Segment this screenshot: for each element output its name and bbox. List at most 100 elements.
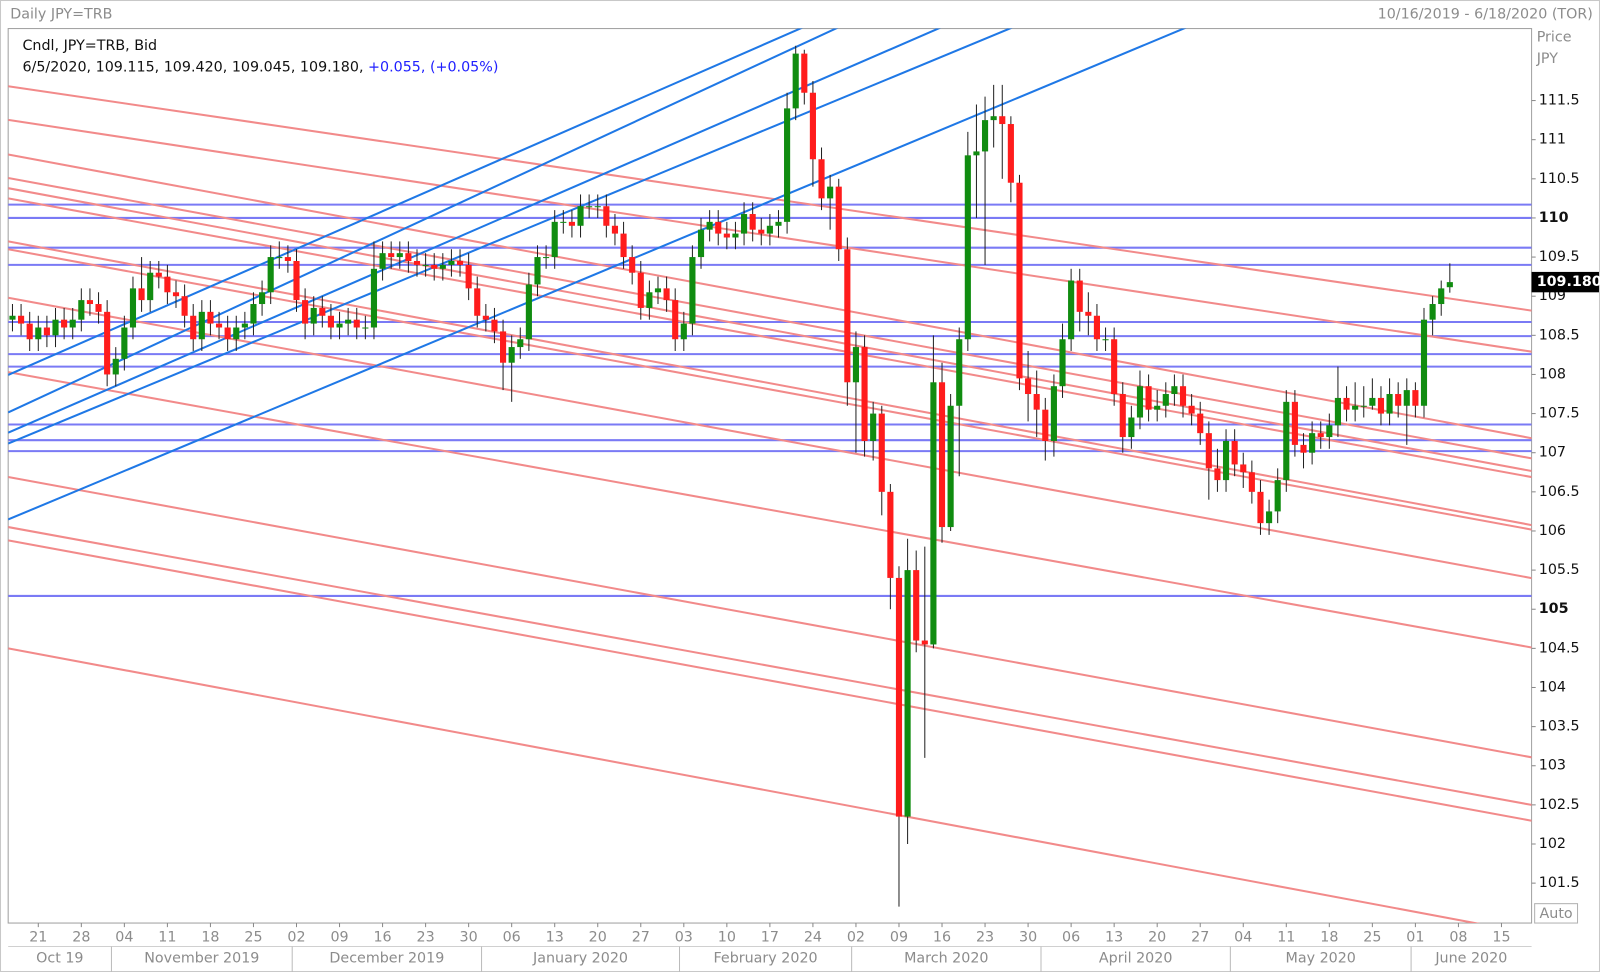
last-price-box — [1531, 271, 1599, 293]
candle-body — [586, 206, 593, 208]
y-tick-label: 110.5 — [1539, 171, 1580, 187]
candle-body — [396, 253, 403, 258]
candle-body — [568, 221, 575, 226]
candle-body — [749, 214, 756, 230]
candle-body — [801, 53, 808, 93]
candle-body — [654, 288, 662, 293]
candle-body — [1317, 433, 1324, 438]
candle-body — [413, 260, 421, 265]
candle-body — [1291, 401, 1298, 445]
candle-body — [61, 319, 68, 328]
trend-line — [8, 187, 1532, 473]
candle-body — [775, 221, 782, 226]
candle-body — [689, 257, 696, 324]
candle-body — [1446, 282, 1453, 288]
candle-body — [551, 221, 558, 258]
candle-body — [1274, 480, 1281, 512]
candle-body — [112, 358, 119, 375]
axis-label: JPY — [1536, 51, 1559, 67]
candle-body — [1128, 417, 1135, 438]
candle-body — [52, 319, 59, 336]
x-tick-label: 13 — [546, 929, 564, 945]
x-tick-label: 02 — [847, 929, 865, 945]
x-tick-label: 23 — [976, 929, 994, 945]
x-tick-label: 02 — [287, 929, 305, 945]
trend-line — [8, 475, 1532, 759]
candle-body — [921, 640, 928, 645]
plot-area — [7, 28, 1533, 924]
candle-body — [1162, 394, 1169, 406]
candle-body — [1420, 319, 1428, 406]
auto-button-label[interactable]: Auto — [1540, 906, 1573, 922]
candle-body — [310, 307, 317, 324]
candle-body — [517, 339, 524, 348]
month-label: January 2020 — [532, 951, 628, 967]
legend-box — [12, 32, 501, 80]
candle-body — [1154, 405, 1161, 410]
candle-body — [1352, 405, 1359, 410]
candle-body — [43, 327, 50, 336]
trend-line — [8, 296, 1532, 580]
candle-body — [1257, 491, 1264, 524]
auto-button[interactable] — [1534, 903, 1579, 924]
candle-body — [259, 292, 266, 305]
x-tick-label: 24 — [804, 929, 822, 945]
trend-line — [8, 85, 1532, 312]
candle-body — [1343, 397, 1350, 410]
candle-body — [1403, 390, 1410, 406]
x-tick-label: 11 — [1277, 929, 1295, 945]
candle-body — [1033, 394, 1040, 410]
y-tick-label: 108 — [1539, 366, 1566, 382]
candle-body — [603, 206, 610, 226]
candle-body — [990, 116, 997, 121]
x-tick-label: 21 — [29, 929, 47, 945]
candle-body — [913, 570, 920, 641]
candle-body — [947, 405, 954, 528]
candle-body — [646, 292, 653, 308]
candle-body — [1334, 397, 1341, 426]
x-tick-label: 13 — [1105, 929, 1123, 945]
x-tick-label: 04 — [1234, 929, 1252, 945]
month-label: June 2020 — [1434, 951, 1507, 967]
candle-body — [715, 221, 722, 234]
candle-body — [930, 382, 937, 645]
candle-body — [1136, 386, 1144, 418]
candle-body — [620, 233, 627, 258]
trend-line — [8, 177, 1532, 460]
candle-body — [663, 288, 670, 301]
candle-body — [844, 249, 851, 383]
y-tick-label: 105 — [1539, 601, 1569, 617]
x-tick-label: 27 — [632, 929, 650, 945]
candle-body — [431, 264, 438, 269]
x-tick-label: 15 — [1492, 929, 1510, 945]
candle-body — [388, 253, 395, 258]
candle-body — [302, 300, 309, 324]
candle-body — [827, 186, 834, 199]
month-label: April 2020 — [1099, 951, 1172, 967]
candle-body — [1300, 444, 1307, 453]
month-label: February 2020 — [714, 951, 818, 967]
x-tick-label: 09 — [890, 929, 908, 945]
y-tick-label: 101.5 — [1539, 875, 1580, 891]
legend-series: Cndl, JPY=TRB, Bid — [22, 38, 157, 54]
candle-body — [405, 253, 412, 261]
month-label: Oct 19 — [36, 951, 83, 967]
x-tick-label: 27 — [1191, 929, 1209, 945]
candle-body — [560, 221, 567, 223]
x-tick-label: 06 — [1062, 929, 1080, 945]
candle-body — [1214, 468, 1221, 481]
candle-body — [706, 221, 713, 230]
candle-body — [293, 260, 300, 301]
candle-body — [508, 347, 515, 363]
candle-body — [172, 292, 180, 297]
candle-body — [543, 257, 550, 259]
candle-body — [809, 92, 816, 160]
candle-body — [1395, 394, 1402, 406]
candle-body — [1171, 386, 1178, 395]
candle-body — [284, 257, 291, 261]
candle-body — [784, 108, 791, 222]
month-label: November 2019 — [144, 951, 259, 967]
candle-body — [370, 268, 378, 328]
candle-body — [319, 307, 326, 316]
